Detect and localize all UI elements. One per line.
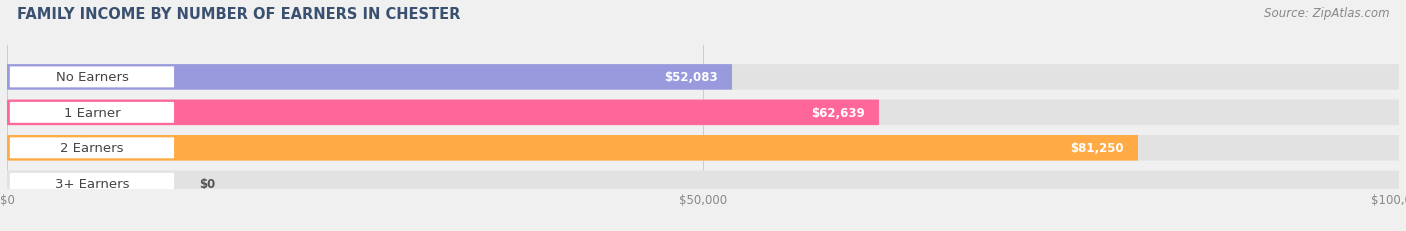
Text: $0: $0 bbox=[200, 177, 215, 190]
Text: 3+ Earners: 3+ Earners bbox=[55, 177, 129, 190]
Text: $81,250: $81,250 bbox=[1070, 142, 1123, 155]
Text: Source: ZipAtlas.com: Source: ZipAtlas.com bbox=[1264, 7, 1389, 20]
Text: No Earners: No Earners bbox=[55, 71, 128, 84]
FancyBboxPatch shape bbox=[10, 102, 174, 123]
FancyBboxPatch shape bbox=[7, 135, 1399, 161]
FancyBboxPatch shape bbox=[7, 65, 733, 90]
Text: $52,083: $52,083 bbox=[665, 71, 718, 84]
Text: FAMILY INCOME BY NUMBER OF EARNERS IN CHESTER: FAMILY INCOME BY NUMBER OF EARNERS IN CH… bbox=[17, 7, 460, 22]
FancyBboxPatch shape bbox=[7, 171, 1399, 196]
FancyBboxPatch shape bbox=[7, 135, 1137, 161]
FancyBboxPatch shape bbox=[7, 100, 879, 126]
FancyBboxPatch shape bbox=[10, 138, 174, 159]
Text: 1 Earner: 1 Earner bbox=[63, 106, 121, 119]
FancyBboxPatch shape bbox=[10, 173, 174, 194]
FancyBboxPatch shape bbox=[10, 67, 174, 88]
FancyBboxPatch shape bbox=[7, 65, 1399, 90]
FancyBboxPatch shape bbox=[7, 100, 1399, 126]
Text: $62,639: $62,639 bbox=[811, 106, 865, 119]
Text: 2 Earners: 2 Earners bbox=[60, 142, 124, 155]
